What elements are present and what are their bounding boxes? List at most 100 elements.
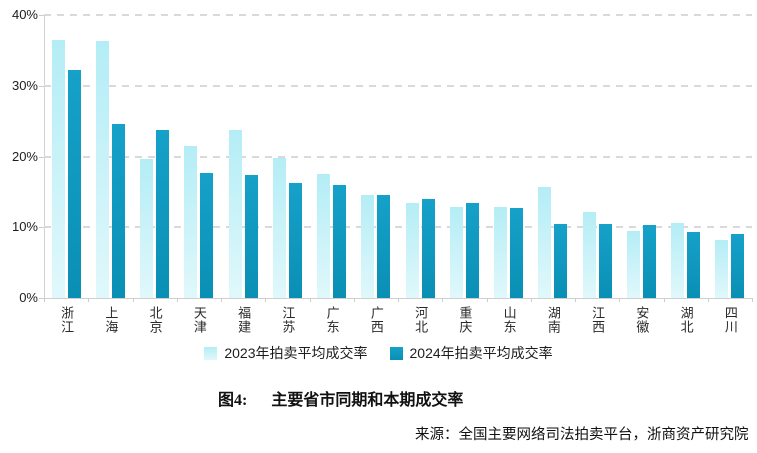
- x-axis-tick: [44, 298, 45, 302]
- legend: 2023年拍卖平均成交率 2024年拍卖平均成交率: [0, 343, 757, 363]
- y-axis-tick: [39, 156, 44, 158]
- x-axis-tick: [88, 298, 90, 302]
- bar-北京-2023: [140, 159, 154, 298]
- bar-福建-2023: [228, 130, 242, 298]
- bar-江苏-2023: [272, 157, 286, 298]
- bar-浙江-2023: [51, 40, 65, 298]
- bar-group-北京: [133, 129, 177, 298]
- legend-label: 2023年拍卖平均成交率: [224, 345, 368, 361]
- y-axis-tick-label: 30%: [11, 77, 38, 93]
- x-axis-tick: [663, 298, 665, 302]
- legend-swatch-icon: [389, 346, 403, 360]
- bar-上海-2023: [95, 41, 109, 298]
- bar-group-广东: [310, 174, 354, 298]
- bar-福建-2024: [244, 174, 258, 298]
- bar-重庆-2024: [465, 202, 479, 298]
- y-axis-tick-label: 20%: [11, 148, 38, 164]
- x-axis-tick: [619, 298, 621, 302]
- x-axis-tick: [265, 298, 267, 302]
- x-axis-label-广东: 广东: [324, 306, 340, 334]
- y-axis-tick: [39, 227, 44, 229]
- bar-湖北-2024: [687, 232, 701, 298]
- bar-group-广西: [354, 195, 398, 298]
- bar-江苏-2024: [288, 182, 302, 298]
- bar-四川-2024: [731, 234, 745, 298]
- bar-山东-2024: [510, 208, 524, 298]
- x-axis-label-湖北: 湖北: [678, 306, 694, 334]
- bar-group-湖北: [664, 223, 708, 298]
- bar-湖南-2023: [538, 186, 552, 298]
- x-axis-tick: [707, 298, 709, 302]
- y-axis-tick-label: 40%: [11, 7, 38, 22]
- bar-group-天津: [177, 145, 221, 298]
- x-axis-tick: [221, 298, 222, 302]
- bar-group-福建: [221, 130, 265, 298]
- x-axis-label-浙江: 浙江: [59, 306, 75, 334]
- bar-浙江-2024: [67, 70, 81, 298]
- bar-group-湖南: [531, 186, 575, 298]
- bar-广西-2024: [377, 195, 391, 298]
- bar-安徽-2023: [626, 230, 640, 298]
- legend-label: 2024年拍卖平均成交率: [409, 345, 553, 361]
- bar-山东-2023: [494, 206, 508, 298]
- x-axis-tick: [309, 298, 311, 302]
- x-axis-tick: [176, 298, 178, 302]
- bar-上海-2024: [111, 123, 125, 298]
- x-axis-label-上海: 上海: [103, 306, 119, 334]
- bar-group-浙江: [44, 40, 88, 298]
- x-axis-tick: [752, 298, 753, 302]
- bar-安徽-2024: [642, 225, 656, 298]
- legend-swatch-icon: [204, 346, 218, 360]
- x-axis-tick: [530, 298, 532, 302]
- x-axis-label-福建: 福建: [236, 306, 252, 334]
- bar-group-河北: [398, 198, 442, 298]
- gridline-20%: [44, 155, 752, 158]
- bar-湖南-2024: [554, 223, 568, 298]
- x-axis-label-北京: 北京: [147, 306, 163, 334]
- legend-item-2024: 2024年拍卖平均成交率: [389, 343, 553, 363]
- y-axis-tick: [39, 15, 44, 16]
- x-axis-label-山东: 山东: [501, 306, 517, 334]
- x-axis-label-湖南: 湖南: [545, 306, 561, 334]
- bar-广东-2024: [333, 184, 347, 298]
- x-axis-label-重庆: 重庆: [457, 306, 473, 334]
- bar-河北-2024: [421, 198, 435, 298]
- gridline-30%: [44, 84, 752, 87]
- bar-天津-2024: [200, 172, 214, 298]
- x-axis-label-河北: 河北: [413, 306, 429, 334]
- bar-group-江苏: [265, 157, 309, 298]
- x-axis-tick: [132, 298, 134, 302]
- bar-湖北-2023: [671, 223, 685, 298]
- y-axis-tick: [39, 85, 44, 87]
- bar-重庆-2023: [449, 206, 463, 298]
- bar-group-上海: [88, 41, 132, 298]
- figure-caption-label: 图4:: [218, 392, 248, 409]
- bar-江西-2023: [582, 211, 596, 298]
- x-axis-label-江西: 江西: [590, 306, 606, 334]
- bar-北京-2024: [156, 129, 170, 298]
- bar-group-重庆: [442, 202, 486, 298]
- x-axis-tick: [398, 298, 399, 302]
- bar-河北-2023: [405, 203, 419, 298]
- x-axis-label-四川: 四川: [722, 306, 738, 334]
- plot-area: 0% 10% 20% 30% 40% 浙江 上海 北京 天津 福建 江苏 广东 广西 河北 重庆 山东 湖南 江西…: [12, 7, 753, 334]
- figure-caption: 图4: 主要省市同期和本期成交率: [218, 386, 463, 410]
- figure-caption-title: 主要省市同期和本期成交率: [271, 392, 464, 409]
- bar-group-安徽: [619, 225, 663, 298]
- bar-天津-2023: [184, 145, 198, 298]
- bar-四川-2023: [715, 240, 729, 298]
- x-axis-label-江苏: 江苏: [280, 306, 296, 334]
- y-axis-tick: [39, 298, 44, 299]
- bar-广东-2023: [317, 174, 331, 298]
- bar-广西-2023: [361, 195, 375, 298]
- y-axis-tick-label: 10%: [11, 219, 38, 235]
- gridline-10%: [44, 226, 752, 229]
- x-axis-label-广西: 广西: [368, 306, 384, 334]
- bar-江西-2024: [598, 224, 612, 298]
- bar-group-四川: [708, 234, 752, 298]
- x-axis-tick: [486, 298, 488, 302]
- y-axis-tick-label: 0%: [19, 290, 38, 305]
- x-axis-label-安徽: 安徽: [634, 306, 650, 334]
- gridline-40%: [44, 14, 752, 16]
